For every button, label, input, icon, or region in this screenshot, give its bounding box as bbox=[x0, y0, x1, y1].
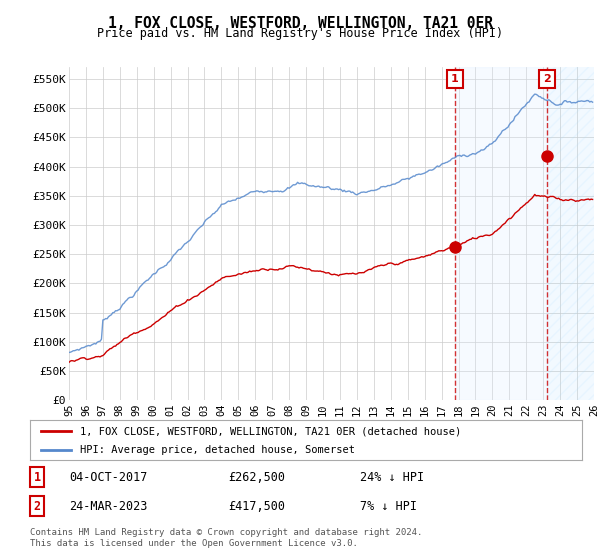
Text: 1, FOX CLOSE, WESTFORD, WELLINGTON, TA21 0ER: 1, FOX CLOSE, WESTFORD, WELLINGTON, TA21… bbox=[107, 16, 493, 31]
Text: £417,500: £417,500 bbox=[228, 500, 285, 513]
Text: 1, FOX CLOSE, WESTFORD, WELLINGTON, TA21 0ER (detached house): 1, FOX CLOSE, WESTFORD, WELLINGTON, TA21… bbox=[80, 426, 461, 436]
Text: 7% ↓ HPI: 7% ↓ HPI bbox=[360, 500, 417, 513]
Bar bbox=[455, 67, 547, 400]
Text: 2: 2 bbox=[34, 500, 41, 513]
Text: Contains HM Land Registry data © Crown copyright and database right 2024.
This d: Contains HM Land Registry data © Crown c… bbox=[30, 528, 422, 548]
Text: 24-MAR-2023: 24-MAR-2023 bbox=[69, 500, 148, 513]
Text: 1: 1 bbox=[451, 74, 459, 84]
Text: Price paid vs. HM Land Registry's House Price Index (HPI): Price paid vs. HM Land Registry's House … bbox=[97, 27, 503, 40]
Text: 2: 2 bbox=[543, 74, 551, 84]
Bar bbox=[547, 67, 594, 400]
Text: 1: 1 bbox=[34, 470, 41, 484]
Text: £262,500: £262,500 bbox=[228, 470, 285, 484]
Text: HPI: Average price, detached house, Somerset: HPI: Average price, detached house, Some… bbox=[80, 445, 355, 455]
Text: 24% ↓ HPI: 24% ↓ HPI bbox=[360, 470, 424, 484]
Text: 04-OCT-2017: 04-OCT-2017 bbox=[69, 470, 148, 484]
